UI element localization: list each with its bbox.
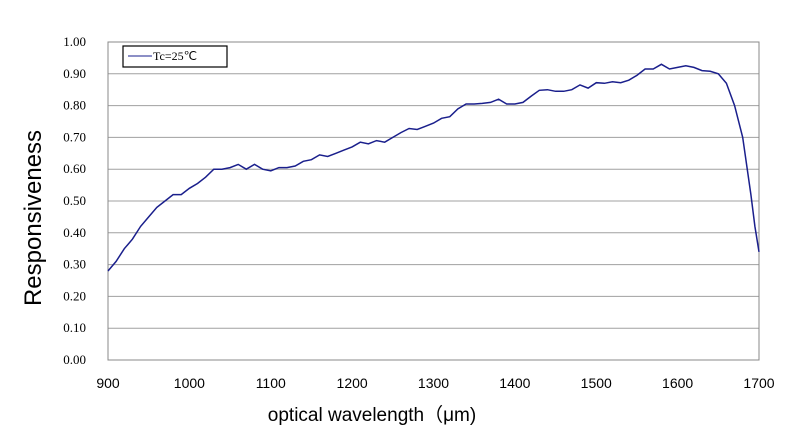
y-tick-label: 0.50 (63, 193, 86, 208)
y-tick-label: 0.30 (63, 257, 86, 272)
y-tick-labels: 0.00 0.10 0.20 0.30 0.40 0.50 0.60 0.70 0.80 0.90… (63, 34, 86, 367)
y-tick-label: 0.00 (63, 352, 86, 367)
x-tick-label: 1600 (662, 375, 693, 391)
y-axis-label: Responsiveness (20, 130, 47, 306)
x-tick-label: 1100 (256, 375, 286, 391)
x-tick-label: 1000 (174, 375, 205, 391)
y-tick-label: 1.00 (63, 34, 86, 49)
legend-box (122, 45, 228, 68)
y-tick-label: 0.40 (63, 225, 86, 240)
x-tick-labels: 900 1000 1100 1200 1300 1400 1500 1600 1700 (96, 375, 774, 391)
legend: Tc=25℃ (122, 45, 228, 68)
y-tick-label: 0.10 (63, 320, 86, 335)
x-tick-label: 1300 (418, 375, 449, 391)
y-tick-label: 0.20 (63, 288, 86, 303)
x-tick-label: 1700 (743, 375, 774, 391)
plot-area-border (107, 41, 760, 361)
x-tick-label: 1400 (499, 375, 530, 391)
x-axis-label: optical wavelength（μm) (268, 404, 476, 426)
y-tick-label: 0.90 (63, 66, 86, 81)
gridlines (108, 41, 759, 361)
y-tick-label: 0.60 (63, 161, 86, 176)
y-tick-label: 0.70 (63, 129, 86, 144)
legend-label: Tc=25℃ (153, 49, 197, 63)
y-tick-label: 0.80 (63, 98, 86, 113)
x-tick-label: 1500 (581, 375, 612, 391)
x-tick-label: 1200 (337, 375, 368, 391)
x-tick-label: 900 (96, 375, 120, 391)
series-line-tc25 (107, 63, 760, 272)
